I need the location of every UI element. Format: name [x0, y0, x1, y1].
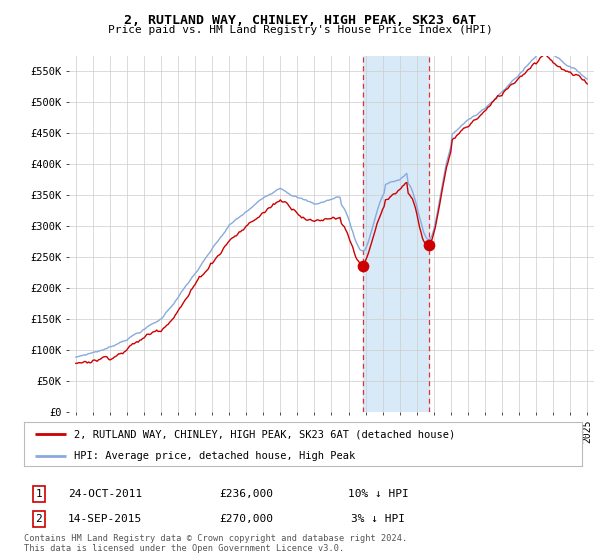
Text: 1: 1: [35, 489, 43, 499]
Text: 2, RUTLAND WAY, CHINLEY, HIGH PEAK, SK23 6AT (detached house): 2, RUTLAND WAY, CHINLEY, HIGH PEAK, SK23…: [74, 429, 455, 439]
Text: £270,000: £270,000: [219, 514, 273, 524]
Text: Contains HM Land Registry data © Crown copyright and database right 2024.
This d: Contains HM Land Registry data © Crown c…: [24, 534, 407, 553]
Text: 2: 2: [35, 514, 43, 524]
Text: 10% ↓ HPI: 10% ↓ HPI: [347, 489, 409, 499]
Text: 2, RUTLAND WAY, CHINLEY, HIGH PEAK, SK23 6AT: 2, RUTLAND WAY, CHINLEY, HIGH PEAK, SK23…: [124, 14, 476, 27]
Text: 3% ↓ HPI: 3% ↓ HPI: [351, 514, 405, 524]
Text: 14-SEP-2015: 14-SEP-2015: [68, 514, 142, 524]
Bar: [362, 56, 429, 412]
Text: 2: 2: [0, 559, 1, 560]
Text: Price paid vs. HM Land Registry's House Price Index (HPI): Price paid vs. HM Land Registry's House …: [107, 25, 493, 35]
Point: [358, 261, 367, 270]
Text: 1: 1: [0, 559, 1, 560]
Text: £236,000: £236,000: [219, 489, 273, 499]
Point: [424, 240, 434, 249]
Text: 24-OCT-2011: 24-OCT-2011: [68, 489, 142, 499]
Text: HPI: Average price, detached house, High Peak: HPI: Average price, detached house, High…: [74, 451, 355, 461]
